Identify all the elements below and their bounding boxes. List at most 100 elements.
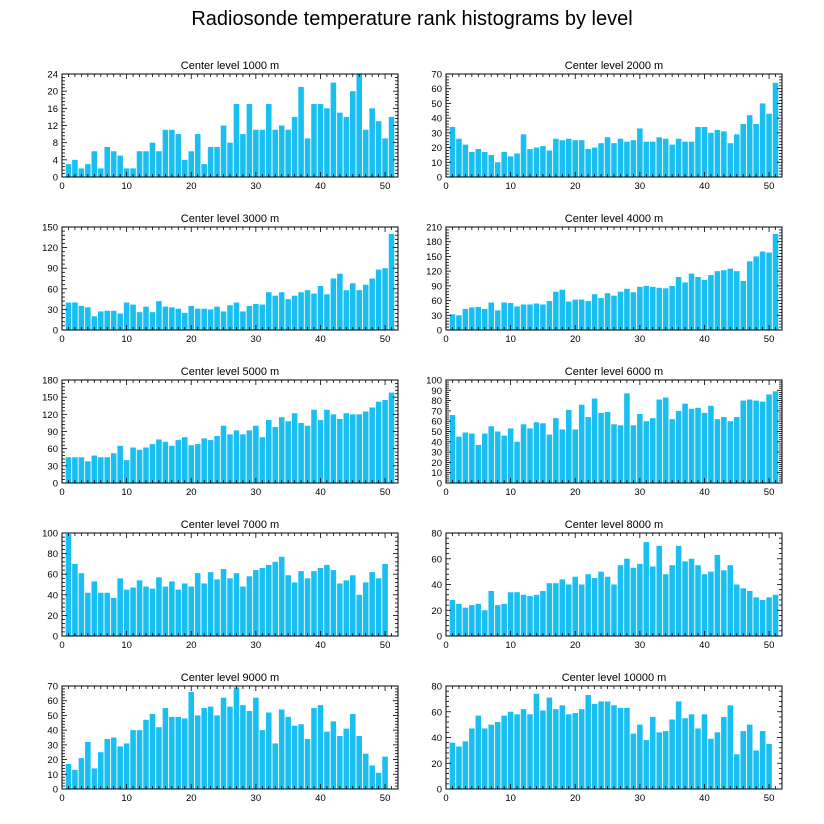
y-tick-label: 150 (42, 393, 58, 404)
bar (507, 592, 514, 636)
y-tick-label: 60 (47, 284, 58, 295)
bar (494, 310, 501, 330)
y-tick-label: 60 (431, 296, 442, 307)
bar (527, 304, 533, 330)
bar (708, 571, 714, 637)
bar (162, 586, 169, 636)
bar (714, 419, 721, 483)
bar (624, 288, 630, 330)
bar (259, 304, 266, 330)
bar (104, 310, 111, 330)
y-tick-label: 180 (42, 376, 58, 387)
bar (753, 400, 759, 483)
bar (220, 697, 227, 789)
y-tick-label: 40 (47, 590, 58, 601)
y-tick-label: 60 (431, 417, 442, 428)
bar (337, 418, 343, 483)
bar (291, 295, 298, 330)
bar (240, 311, 246, 330)
bar (265, 292, 272, 330)
bar (149, 588, 156, 636)
bar (311, 571, 317, 636)
bar (527, 149, 533, 177)
bar (494, 722, 501, 789)
bar (591, 147, 598, 177)
bar (291, 116, 298, 177)
x-tick-label: 50 (380, 181, 391, 192)
bar (708, 275, 714, 330)
bar (488, 302, 495, 330)
y-tick-label: 70 (47, 682, 58, 693)
bar (240, 586, 246, 636)
bar (585, 417, 591, 483)
x-tick-label: 10 (121, 487, 132, 498)
y-tick-label: 30 (431, 311, 442, 322)
x-tick-label: 0 (59, 793, 64, 804)
bar (317, 286, 324, 330)
bar (449, 742, 456, 789)
bar (721, 570, 727, 636)
bar (565, 584, 572, 636)
y-tick-label: 24 (47, 70, 58, 81)
bar (682, 403, 688, 483)
bar (201, 583, 207, 636)
x-tick-label: 50 (764, 640, 775, 651)
y-tick-label: 30 (47, 740, 58, 751)
bar (343, 728, 350, 789)
x-tick-label: 50 (380, 487, 391, 498)
y-tick-label: 30 (431, 128, 442, 139)
bar (156, 439, 162, 483)
bar (253, 129, 259, 177)
bar (669, 144, 675, 177)
bar (181, 159, 188, 177)
bar (362, 411, 369, 483)
x-tick-label: 0 (443, 487, 448, 498)
bar (675, 277, 682, 330)
panel-title: Center level 6000 m (565, 366, 663, 378)
bar (662, 574, 669, 636)
bar (136, 580, 143, 636)
y-tick-label: 60 (47, 570, 58, 581)
bar (291, 582, 298, 636)
x-tick-label: 20 (186, 487, 197, 498)
y-tick-label: 60 (47, 696, 58, 707)
bar (214, 306, 220, 330)
x-tick-label: 10 (505, 793, 516, 804)
bar (598, 571, 604, 637)
bar (488, 426, 495, 483)
bar (110, 151, 117, 177)
bar (104, 146, 111, 177)
bar (201, 164, 207, 178)
bar (253, 303, 259, 330)
y-tick-label: 100 (42, 529, 58, 540)
y-tick-label: 120 (42, 243, 58, 254)
x-tick-label: 20 (570, 640, 581, 651)
bar (130, 587, 136, 636)
bar (240, 134, 246, 177)
bar (227, 578, 233, 636)
bar (330, 278, 337, 330)
bar (527, 714, 533, 789)
bar (136, 151, 143, 177)
bar (514, 441, 520, 483)
bar (507, 156, 514, 177)
x-tick-label: 40 (315, 487, 326, 498)
y-tick-label: 40 (47, 726, 58, 737)
bar (382, 756, 388, 789)
panel-title: Center level 3000 m (181, 213, 279, 225)
bar (708, 405, 714, 483)
bar (143, 586, 149, 636)
bar (130, 168, 136, 177)
bar (759, 251, 766, 330)
y-tick-label: 20 (431, 606, 442, 617)
bar (143, 151, 149, 177)
x-tick-label: 0 (443, 181, 448, 192)
bar (233, 104, 240, 177)
bar (324, 409, 330, 483)
bar (533, 422, 540, 483)
bar (369, 572, 375, 636)
bar (149, 444, 156, 483)
bar (169, 581, 175, 636)
bar (540, 710, 546, 789)
bar (343, 116, 350, 177)
